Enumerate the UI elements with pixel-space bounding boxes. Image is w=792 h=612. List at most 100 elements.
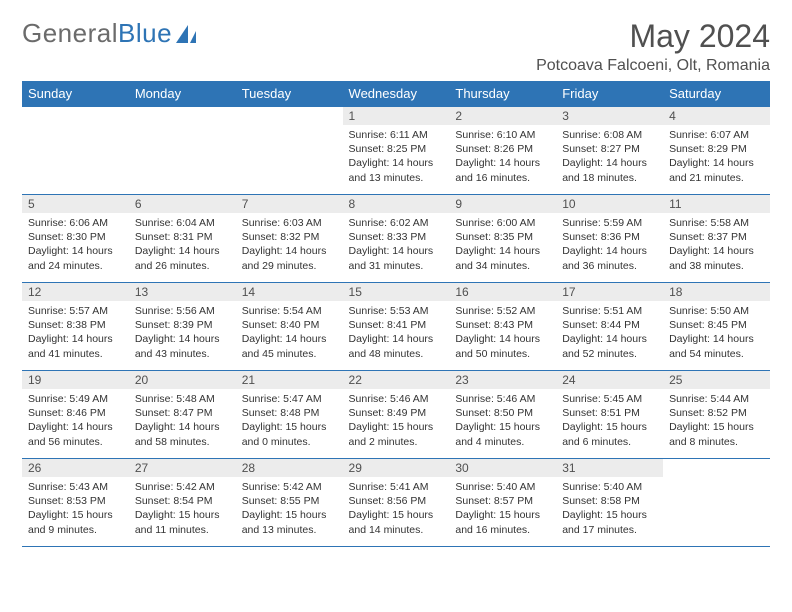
page-title: May 2024 — [536, 18, 770, 55]
calendar-cell: 7Sunrise: 6:03 AMSunset: 8:32 PMDaylight… — [236, 195, 343, 283]
day-number: 17 — [556, 283, 663, 301]
calendar-cell: 10Sunrise: 5:59 AMSunset: 8:36 PMDayligh… — [556, 195, 663, 283]
calendar-cell: 20Sunrise: 5:48 AMSunset: 8:47 PMDayligh… — [129, 371, 236, 459]
calendar-cell: 29Sunrise: 5:41 AMSunset: 8:56 PMDayligh… — [343, 459, 450, 547]
day-details: Sunrise: 6:02 AMSunset: 8:33 PMDaylight:… — [343, 213, 450, 275]
day-details: Sunrise: 6:03 AMSunset: 8:32 PMDaylight:… — [236, 213, 343, 275]
day-header: Thursday — [449, 81, 556, 107]
day-number: 27 — [129, 459, 236, 477]
calendar-cell: 22Sunrise: 5:46 AMSunset: 8:49 PMDayligh… — [343, 371, 450, 459]
day-details: Sunrise: 6:07 AMSunset: 8:29 PMDaylight:… — [663, 125, 770, 187]
location-text: Potcoava Falcoeni, Olt, Romania — [536, 57, 770, 75]
day-header: Sunday — [22, 81, 129, 107]
day-details: Sunrise: 5:43 AMSunset: 8:53 PMDaylight:… — [22, 477, 129, 539]
day-details: Sunrise: 6:11 AMSunset: 8:25 PMDaylight:… — [343, 125, 450, 187]
calendar-cell: 3Sunrise: 6:08 AMSunset: 8:27 PMDaylight… — [556, 107, 663, 195]
day-details: Sunrise: 6:10 AMSunset: 8:26 PMDaylight:… — [449, 125, 556, 187]
day-number: 12 — [22, 283, 129, 301]
day-number: 15 — [343, 283, 450, 301]
calendar-thead: SundayMondayTuesdayWednesdayThursdayFrid… — [22, 81, 770, 107]
day-number: 9 — [449, 195, 556, 213]
title-block: May 2024 Potcoava Falcoeni, Olt, Romania — [536, 18, 770, 75]
day-number: 24 — [556, 371, 663, 389]
day-details: Sunrise: 5:40 AMSunset: 8:58 PMDaylight:… — [556, 477, 663, 539]
day-number: 29 — [343, 459, 450, 477]
day-number: 19 — [22, 371, 129, 389]
calendar-cell — [663, 459, 770, 547]
day-header-row: SundayMondayTuesdayWednesdayThursdayFrid… — [22, 81, 770, 107]
day-number: 7 — [236, 195, 343, 213]
day-details: Sunrise: 5:41 AMSunset: 8:56 PMDaylight:… — [343, 477, 450, 539]
calendar-cell: 18Sunrise: 5:50 AMSunset: 8:45 PMDayligh… — [663, 283, 770, 371]
calendar-cell: 2Sunrise: 6:10 AMSunset: 8:26 PMDaylight… — [449, 107, 556, 195]
calendar-cell: 13Sunrise: 5:56 AMSunset: 8:39 PMDayligh… — [129, 283, 236, 371]
calendar-cell: 15Sunrise: 5:53 AMSunset: 8:41 PMDayligh… — [343, 283, 450, 371]
day-number: 4 — [663, 107, 770, 125]
calendar-cell: 28Sunrise: 5:42 AMSunset: 8:55 PMDayligh… — [236, 459, 343, 547]
day-header: Friday — [556, 81, 663, 107]
day-details: Sunrise: 6:00 AMSunset: 8:35 PMDaylight:… — [449, 213, 556, 275]
logo-sail-icon — [174, 23, 202, 45]
calendar-cell: 14Sunrise: 5:54 AMSunset: 8:40 PMDayligh… — [236, 283, 343, 371]
day-number: 30 — [449, 459, 556, 477]
day-details: Sunrise: 5:45 AMSunset: 8:51 PMDaylight:… — [556, 389, 663, 451]
calendar-cell: 23Sunrise: 5:46 AMSunset: 8:50 PMDayligh… — [449, 371, 556, 459]
day-details: Sunrise: 5:56 AMSunset: 8:39 PMDaylight:… — [129, 301, 236, 363]
day-number: 31 — [556, 459, 663, 477]
calendar-cell: 30Sunrise: 5:40 AMSunset: 8:57 PMDayligh… — [449, 459, 556, 547]
day-number: 26 — [22, 459, 129, 477]
day-details: Sunrise: 5:47 AMSunset: 8:48 PMDaylight:… — [236, 389, 343, 451]
day-number: 20 — [129, 371, 236, 389]
calendar-cell — [129, 107, 236, 195]
calendar-cell: 11Sunrise: 5:58 AMSunset: 8:37 PMDayligh… — [663, 195, 770, 283]
day-details: Sunrise: 5:53 AMSunset: 8:41 PMDaylight:… — [343, 301, 450, 363]
header: GeneralBlue May 2024 Potcoava Falcoeni, … — [22, 18, 770, 75]
calendar-table: SundayMondayTuesdayWednesdayThursdayFrid… — [22, 81, 770, 547]
day-number: 25 — [663, 371, 770, 389]
calendar-cell: 1Sunrise: 6:11 AMSunset: 8:25 PMDaylight… — [343, 107, 450, 195]
day-number: 13 — [129, 283, 236, 301]
calendar-week-row: 12Sunrise: 5:57 AMSunset: 8:38 PMDayligh… — [22, 283, 770, 371]
day-details: Sunrise: 5:40 AMSunset: 8:57 PMDaylight:… — [449, 477, 556, 539]
brand-blue: Blue — [118, 18, 172, 49]
day-number: 18 — [663, 283, 770, 301]
day-details: Sunrise: 5:49 AMSunset: 8:46 PMDaylight:… — [22, 389, 129, 451]
brand-logo: GeneralBlue — [22, 18, 202, 49]
day-header: Wednesday — [343, 81, 450, 107]
day-number: 3 — [556, 107, 663, 125]
day-number: 16 — [449, 283, 556, 301]
day-header: Monday — [129, 81, 236, 107]
calendar-week-row: 19Sunrise: 5:49 AMSunset: 8:46 PMDayligh… — [22, 371, 770, 459]
day-details: Sunrise: 5:42 AMSunset: 8:54 PMDaylight:… — [129, 477, 236, 539]
day-details: Sunrise: 5:57 AMSunset: 8:38 PMDaylight:… — [22, 301, 129, 363]
day-details: Sunrise: 5:46 AMSunset: 8:50 PMDaylight:… — [449, 389, 556, 451]
day-number: 23 — [449, 371, 556, 389]
day-details: Sunrise: 5:54 AMSunset: 8:40 PMDaylight:… — [236, 301, 343, 363]
day-details: Sunrise: 5:42 AMSunset: 8:55 PMDaylight:… — [236, 477, 343, 539]
calendar-cell: 31Sunrise: 5:40 AMSunset: 8:58 PMDayligh… — [556, 459, 663, 547]
day-details: Sunrise: 6:06 AMSunset: 8:30 PMDaylight:… — [22, 213, 129, 275]
calendar-cell: 26Sunrise: 5:43 AMSunset: 8:53 PMDayligh… — [22, 459, 129, 547]
brand-general: General — [22, 18, 118, 49]
calendar-cell: 25Sunrise: 5:44 AMSunset: 8:52 PMDayligh… — [663, 371, 770, 459]
calendar-cell: 27Sunrise: 5:42 AMSunset: 8:54 PMDayligh… — [129, 459, 236, 547]
day-details: Sunrise: 5:48 AMSunset: 8:47 PMDaylight:… — [129, 389, 236, 451]
day-details: Sunrise: 6:04 AMSunset: 8:31 PMDaylight:… — [129, 213, 236, 275]
day-details: Sunrise: 5:46 AMSunset: 8:49 PMDaylight:… — [343, 389, 450, 451]
day-details: Sunrise: 5:58 AMSunset: 8:37 PMDaylight:… — [663, 213, 770, 275]
day-number: 14 — [236, 283, 343, 301]
calendar-cell: 9Sunrise: 6:00 AMSunset: 8:35 PMDaylight… — [449, 195, 556, 283]
calendar-cell — [236, 107, 343, 195]
day-number: 11 — [663, 195, 770, 213]
calendar-week-row: 1Sunrise: 6:11 AMSunset: 8:25 PMDaylight… — [22, 107, 770, 195]
calendar-cell: 16Sunrise: 5:52 AMSunset: 8:43 PMDayligh… — [449, 283, 556, 371]
day-number: 6 — [129, 195, 236, 213]
calendar-cell — [22, 107, 129, 195]
calendar-cell: 6Sunrise: 6:04 AMSunset: 8:31 PMDaylight… — [129, 195, 236, 283]
day-details: Sunrise: 5:44 AMSunset: 8:52 PMDaylight:… — [663, 389, 770, 451]
day-details: Sunrise: 5:59 AMSunset: 8:36 PMDaylight:… — [556, 213, 663, 275]
day-header: Tuesday — [236, 81, 343, 107]
day-header: Saturday — [663, 81, 770, 107]
calendar-cell: 8Sunrise: 6:02 AMSunset: 8:33 PMDaylight… — [343, 195, 450, 283]
calendar-page: GeneralBlue May 2024 Potcoava Falcoeni, … — [0, 0, 792, 547]
